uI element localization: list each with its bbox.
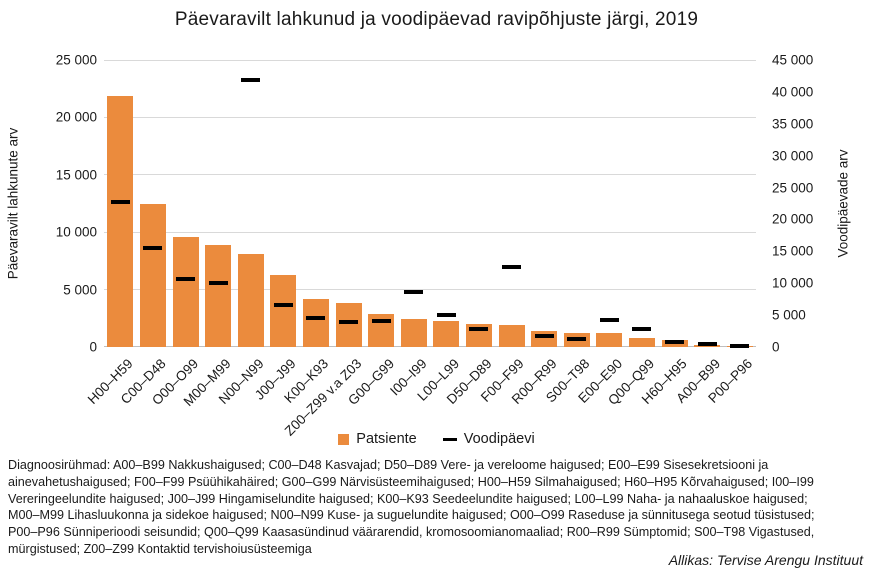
- beddays-dash-h00–h59: [110, 200, 130, 205]
- beddays-dash-z00–z99: [339, 319, 358, 324]
- gridline: [104, 174, 756, 176]
- footnote-line: ainevahetushaigused; F00–F99 Psüühikahäi…: [8, 474, 814, 489]
- left-axis-tick-label: 5 000: [63, 282, 97, 298]
- beddays-dash-p00–p96: [730, 343, 750, 348]
- right-axis-tick-label: 0: [772, 339, 780, 355]
- footnote-line: mürgistused; Z00–Z99 Kontaktid tervishoi…: [8, 541, 312, 556]
- beddays-dash-k00–k93: [306, 316, 326, 321]
- plot-area: [104, 59, 756, 348]
- bar-a00–b99: [694, 345, 721, 347]
- beddays-dash-n00–n99: [241, 77, 261, 82]
- gridline: [104, 289, 756, 291]
- beddays-dash-l00–l99: [436, 313, 456, 318]
- bar-i00–i99: [400, 319, 427, 347]
- beddays-dash-r00–r99: [534, 333, 554, 338]
- right-axis-tick-label: 30 000: [772, 148, 814, 164]
- bar-e00–e90: [596, 332, 623, 347]
- beddays-dash-d50–d89: [469, 327, 489, 332]
- bar-n00–n99: [237, 254, 264, 347]
- right-axis-tick-label: 35 000: [772, 116, 814, 132]
- beddays-dash-q00–q99: [632, 327, 652, 332]
- right-axis-tick-label: 45 000: [772, 52, 814, 68]
- left-axis-tick-label: 10 000: [55, 224, 97, 240]
- legend-item-beddays: Voodipäevi: [442, 431, 535, 447]
- beddays-dash-a00–b99: [697, 342, 717, 347]
- left-axis-tick-label: 25 000: [55, 52, 97, 68]
- beddays-dash-e00–e90: [599, 317, 619, 322]
- right-axis-tick-label: 15 000: [772, 243, 814, 259]
- gridline: [104, 116, 756, 118]
- bar-f00–f99: [498, 324, 525, 347]
- bar-c00–d48: [139, 203, 166, 347]
- legend-beddays-label: Voodipäevi: [463, 431, 535, 447]
- bar-j00–j99: [270, 274, 297, 347]
- gridline: [104, 59, 756, 61]
- beddays-dash-f00–f99: [502, 265, 521, 270]
- bar-h00–h59: [107, 95, 134, 347]
- beddays-dash-o00–o99: [176, 276, 195, 281]
- chart-title: Päevaravilt lahkunud ja voodipäevad ravi…: [174, 9, 699, 30]
- footnote-line: Diagnoosirühmad: A00–B99 Nakkushaigused;…: [8, 458, 769, 472]
- legend-item-patients: Patsiente: [338, 431, 417, 447]
- x-axis-labels: H00–H59 C00–D48 O00–O99 M00–M99 N00–N99 J00–J…: [85, 347, 756, 439]
- right-axis-tick-label: 5 000: [772, 307, 806, 323]
- beddays-dash-h60–h95: [665, 339, 684, 344]
- left-axis-tick-label: 0: [89, 339, 97, 355]
- left-axis-ticks: 0 5 000 10 000 15 000 20 000 25 000: [0, 53, 97, 355]
- beddays-dash-j00–j99: [273, 302, 293, 307]
- bar-q00–q99: [628, 338, 655, 347]
- right-axis-tick-label: 20 000: [772, 211, 814, 227]
- right-axis-tick-label: 25 000: [772, 180, 814, 196]
- beddays-dash-i00–i99: [404, 290, 424, 295]
- footnote-line: Vereringeelundite haigused; J00–J99 Hing…: [8, 491, 808, 506]
- diagnosis-groups-footnote: Diagnoosirühmad: A00–B99 Nakkushaigused;…: [8, 457, 870, 558]
- right-axis-tick-label: 10 000: [772, 275, 814, 291]
- beddays-dash-s00–t98: [567, 336, 587, 341]
- gridline: [104, 346, 756, 347]
- beddays-dash-m00–m99: [208, 281, 228, 286]
- footnote-line: P00–P96 Sünniperioodi seisundid; Q00–Q99…: [8, 525, 815, 540]
- beddays-dash-swatch-icon: [442, 437, 457, 441]
- right-axis-ticks: 0 5 000 10 000 15 000 20 000 25 000 30 000 35 0…: [772, 53, 862, 355]
- legend: Patsiente Voodipäevi: [0, 431, 873, 447]
- source-attribution: Allikas: Tervise Arengu Instituut: [668, 552, 863, 568]
- bar-z00–z99: [335, 303, 362, 347]
- bar-o00–o99: [172, 236, 199, 347]
- bar-k00–k93: [302, 298, 329, 347]
- bar-l00–l99: [433, 321, 460, 347]
- beddays-dash-c00–d48: [143, 245, 163, 250]
- bar-m00–m99: [205, 244, 232, 347]
- footnote-line: M00–M99 Lihasluukonna ja sidekoe haiguse…: [8, 508, 815, 523]
- left-axis-tick-label: 15 000: [55, 167, 97, 183]
- beddays-dash-g00–g99: [371, 318, 391, 323]
- patients-bar-swatch-icon: [338, 433, 350, 445]
- legend-patients-label: Patsiente: [356, 431, 417, 447]
- left-axis-tick-label: 20 000: [55, 109, 97, 125]
- gridline: [104, 231, 756, 233]
- right-axis-tick-label: 40 000: [772, 84, 814, 100]
